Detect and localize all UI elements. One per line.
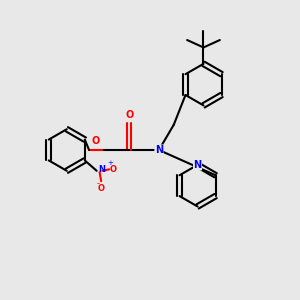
Text: -: -	[97, 179, 100, 188]
Text: O: O	[98, 184, 105, 193]
Text: O: O	[92, 136, 100, 146]
Text: N: N	[155, 145, 163, 155]
Text: +: +	[107, 160, 113, 166]
Text: O: O	[110, 165, 117, 174]
Text: O: O	[125, 110, 133, 120]
Text: N: N	[194, 160, 202, 170]
Text: N: N	[98, 165, 105, 174]
